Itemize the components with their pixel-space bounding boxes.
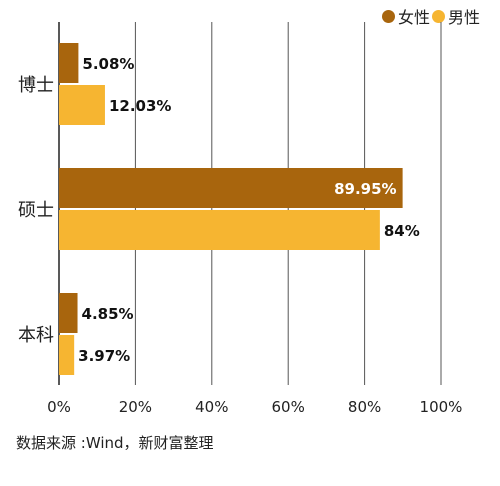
category-label: 博士 bbox=[18, 75, 54, 96]
x-tick-label: 60% bbox=[272, 398, 305, 416]
legend-female-swatch bbox=[381, 9, 395, 23]
bar bbox=[59, 210, 380, 250]
x-tick-label: 0% bbox=[47, 398, 71, 416]
legend-male-swatch bbox=[431, 9, 445, 23]
x-tick-label: 20% bbox=[119, 398, 152, 416]
x-tick-label: 100% bbox=[420, 398, 463, 416]
data-label: 89.95% bbox=[334, 180, 396, 198]
legend-male-label: 男性 bbox=[447, 8, 480, 27]
data-label: 4.85% bbox=[82, 305, 134, 323]
data-label: 5.08% bbox=[82, 55, 134, 73]
bar bbox=[59, 168, 403, 208]
legend: 女性 男性 bbox=[380, 4, 480, 28]
data-label: 3.97% bbox=[78, 347, 130, 365]
bar bbox=[59, 335, 75, 375]
bar bbox=[59, 85, 105, 125]
x-tick-label: 40% bbox=[195, 398, 228, 416]
bar bbox=[59, 43, 79, 83]
bar bbox=[59, 293, 78, 333]
category-label: 本科 bbox=[18, 325, 54, 346]
legend-female-label: 女性 bbox=[397, 8, 430, 27]
source-note: 数据来源 :Wind，新财富整理 bbox=[16, 434, 214, 452]
legend-item-male: 男性 bbox=[431, 4, 480, 28]
data-label: 84% bbox=[384, 222, 420, 240]
bar-chart: 0% 20% 40% 60% 80% 100% 博士 5.08% 12.03% 硕士 89.95% 8… bbox=[18, 22, 463, 416]
data-label: 12.03% bbox=[109, 97, 171, 115]
legend-item-female: 女性 bbox=[381, 4, 430, 28]
x-tick-label: 80% bbox=[348, 398, 381, 416]
category-label: 硕士 bbox=[18, 200, 54, 221]
